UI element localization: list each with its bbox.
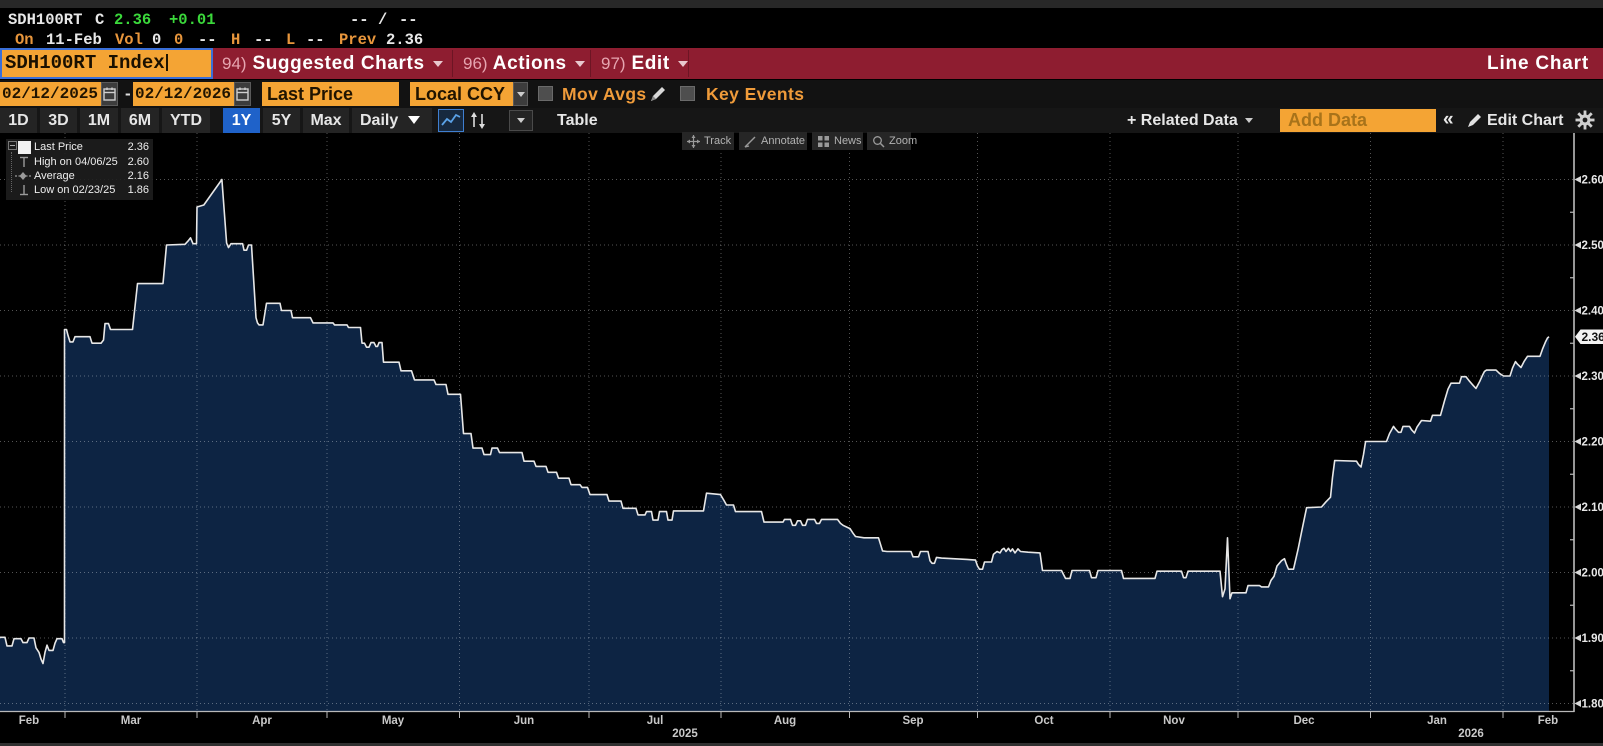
svg-text:2.36: 2.36	[1582, 330, 1603, 344]
svg-text:Apr: Apr	[252, 715, 272, 727]
svg-text:2.60: 2.60	[1582, 175, 1603, 187]
svg-text:Nov: Nov	[1163, 715, 1185, 727]
svg-text:Oct: Oct	[1034, 715, 1053, 727]
svg-text:2.30: 2.30	[1582, 371, 1603, 383]
svg-text:2.10: 2.10	[1582, 502, 1603, 514]
svg-text:Jul: Jul	[647, 715, 664, 727]
svg-text:Feb: Feb	[19, 715, 39, 727]
svg-text:Jan: Jan	[1427, 715, 1447, 727]
svg-text:2.20: 2.20	[1582, 437, 1603, 449]
svg-text:1.90: 1.90	[1582, 633, 1603, 645]
svg-text:1.80: 1.80	[1582, 699, 1603, 711]
svg-text:Dec: Dec	[1293, 715, 1315, 727]
svg-text:2.50: 2.50	[1582, 240, 1603, 252]
svg-text:Sep: Sep	[902, 715, 923, 727]
svg-text:Aug: Aug	[774, 715, 796, 727]
svg-text:Feb: Feb	[1538, 715, 1558, 727]
svg-text:Jun: Jun	[514, 715, 534, 727]
svg-text:2026: 2026	[1458, 728, 1484, 740]
svg-text:Mar: Mar	[121, 715, 142, 727]
svg-text:2.40: 2.40	[1582, 306, 1603, 318]
svg-text:May: May	[382, 715, 405, 727]
svg-text:2.00: 2.00	[1582, 568, 1603, 580]
svg-text:2025: 2025	[672, 728, 698, 740]
